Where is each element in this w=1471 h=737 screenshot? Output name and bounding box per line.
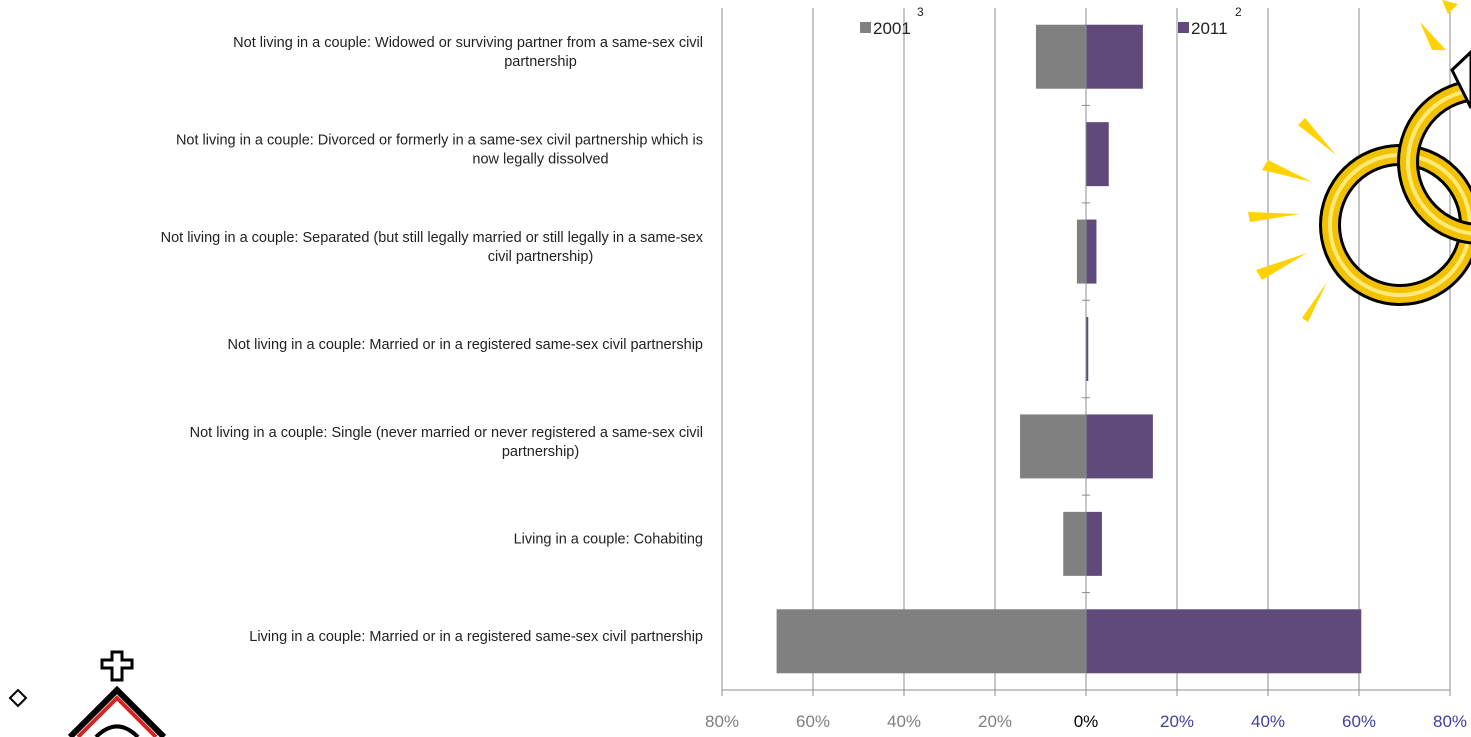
category-label: Not living in a couple: Separated (but s… bbox=[161, 230, 704, 246]
bar-2001 bbox=[1020, 414, 1086, 479]
category-label: Living in a couple: Married or in a regi… bbox=[249, 629, 703, 645]
category-label: Not living in a couple: Divorced or form… bbox=[176, 132, 703, 148]
bar-2011 bbox=[1086, 414, 1153, 479]
category-label: civil partnership) bbox=[488, 249, 594, 265]
legend-label-2001: 2001 bbox=[873, 19, 911, 38]
wedding-rings-icon bbox=[1248, 0, 1471, 322]
x-tick-label: 80% bbox=[1433, 712, 1467, 731]
category-label: now legally dissolved bbox=[472, 151, 608, 167]
x-tick-label: 40% bbox=[1251, 712, 1285, 731]
x-tick-label: 60% bbox=[1342, 712, 1376, 731]
bar-2011 bbox=[1086, 511, 1102, 576]
chapel-icon bbox=[8, 650, 167, 737]
category-label: Not living in a couple: Married or in a … bbox=[228, 337, 703, 353]
bar-2011 bbox=[1086, 219, 1097, 284]
legend-superscript-2001: 3 bbox=[917, 5, 924, 19]
diamond-icon bbox=[1450, 49, 1471, 109]
gridlines bbox=[721, 8, 1451, 690]
bar-2011 bbox=[1086, 609, 1362, 674]
legend-superscript-2011: 2 bbox=[1235, 5, 1242, 19]
category-labels: Not living in a couple: Widowed or survi… bbox=[161, 35, 704, 645]
category-label: Not living in a couple: Single (never ma… bbox=[190, 425, 703, 441]
x-tick-label: 20% bbox=[978, 712, 1012, 731]
bar-2011 bbox=[1086, 122, 1109, 187]
x-tick-label: 0% bbox=[1074, 712, 1099, 731]
bar-2011 bbox=[1086, 317, 1089, 381]
category-label: partnership) bbox=[502, 444, 579, 460]
category-label: Not living in a couple: Widowed or survi… bbox=[233, 35, 703, 51]
legend-swatch-2001 bbox=[860, 22, 871, 33]
x-axis: 80% 60% 40% 20% 0% 20% 40% 60% 80% bbox=[705, 8, 1467, 731]
bar-2001 bbox=[776, 609, 1086, 674]
legend-label-2011: 2011 bbox=[1191, 19, 1228, 38]
x-tick-label: 40% bbox=[887, 712, 921, 731]
bars bbox=[776, 24, 1362, 674]
bar-2001 bbox=[1076, 219, 1086, 284]
x-tick-label: 20% bbox=[1160, 712, 1194, 731]
x-tick-label: 60% bbox=[796, 712, 830, 731]
legend-swatch-2011 bbox=[1178, 22, 1189, 33]
x-tick-label: 80% bbox=[705, 712, 739, 731]
category-label: partnership bbox=[504, 54, 577, 70]
bar-2001 bbox=[1035, 24, 1086, 89]
legend: 2001 3 2011 2 bbox=[860, 5, 1242, 38]
category-label: Living in a couple: Cohabiting bbox=[514, 532, 703, 548]
bar-2011 bbox=[1086, 24, 1143, 89]
bar-2001 bbox=[1063, 511, 1086, 576]
